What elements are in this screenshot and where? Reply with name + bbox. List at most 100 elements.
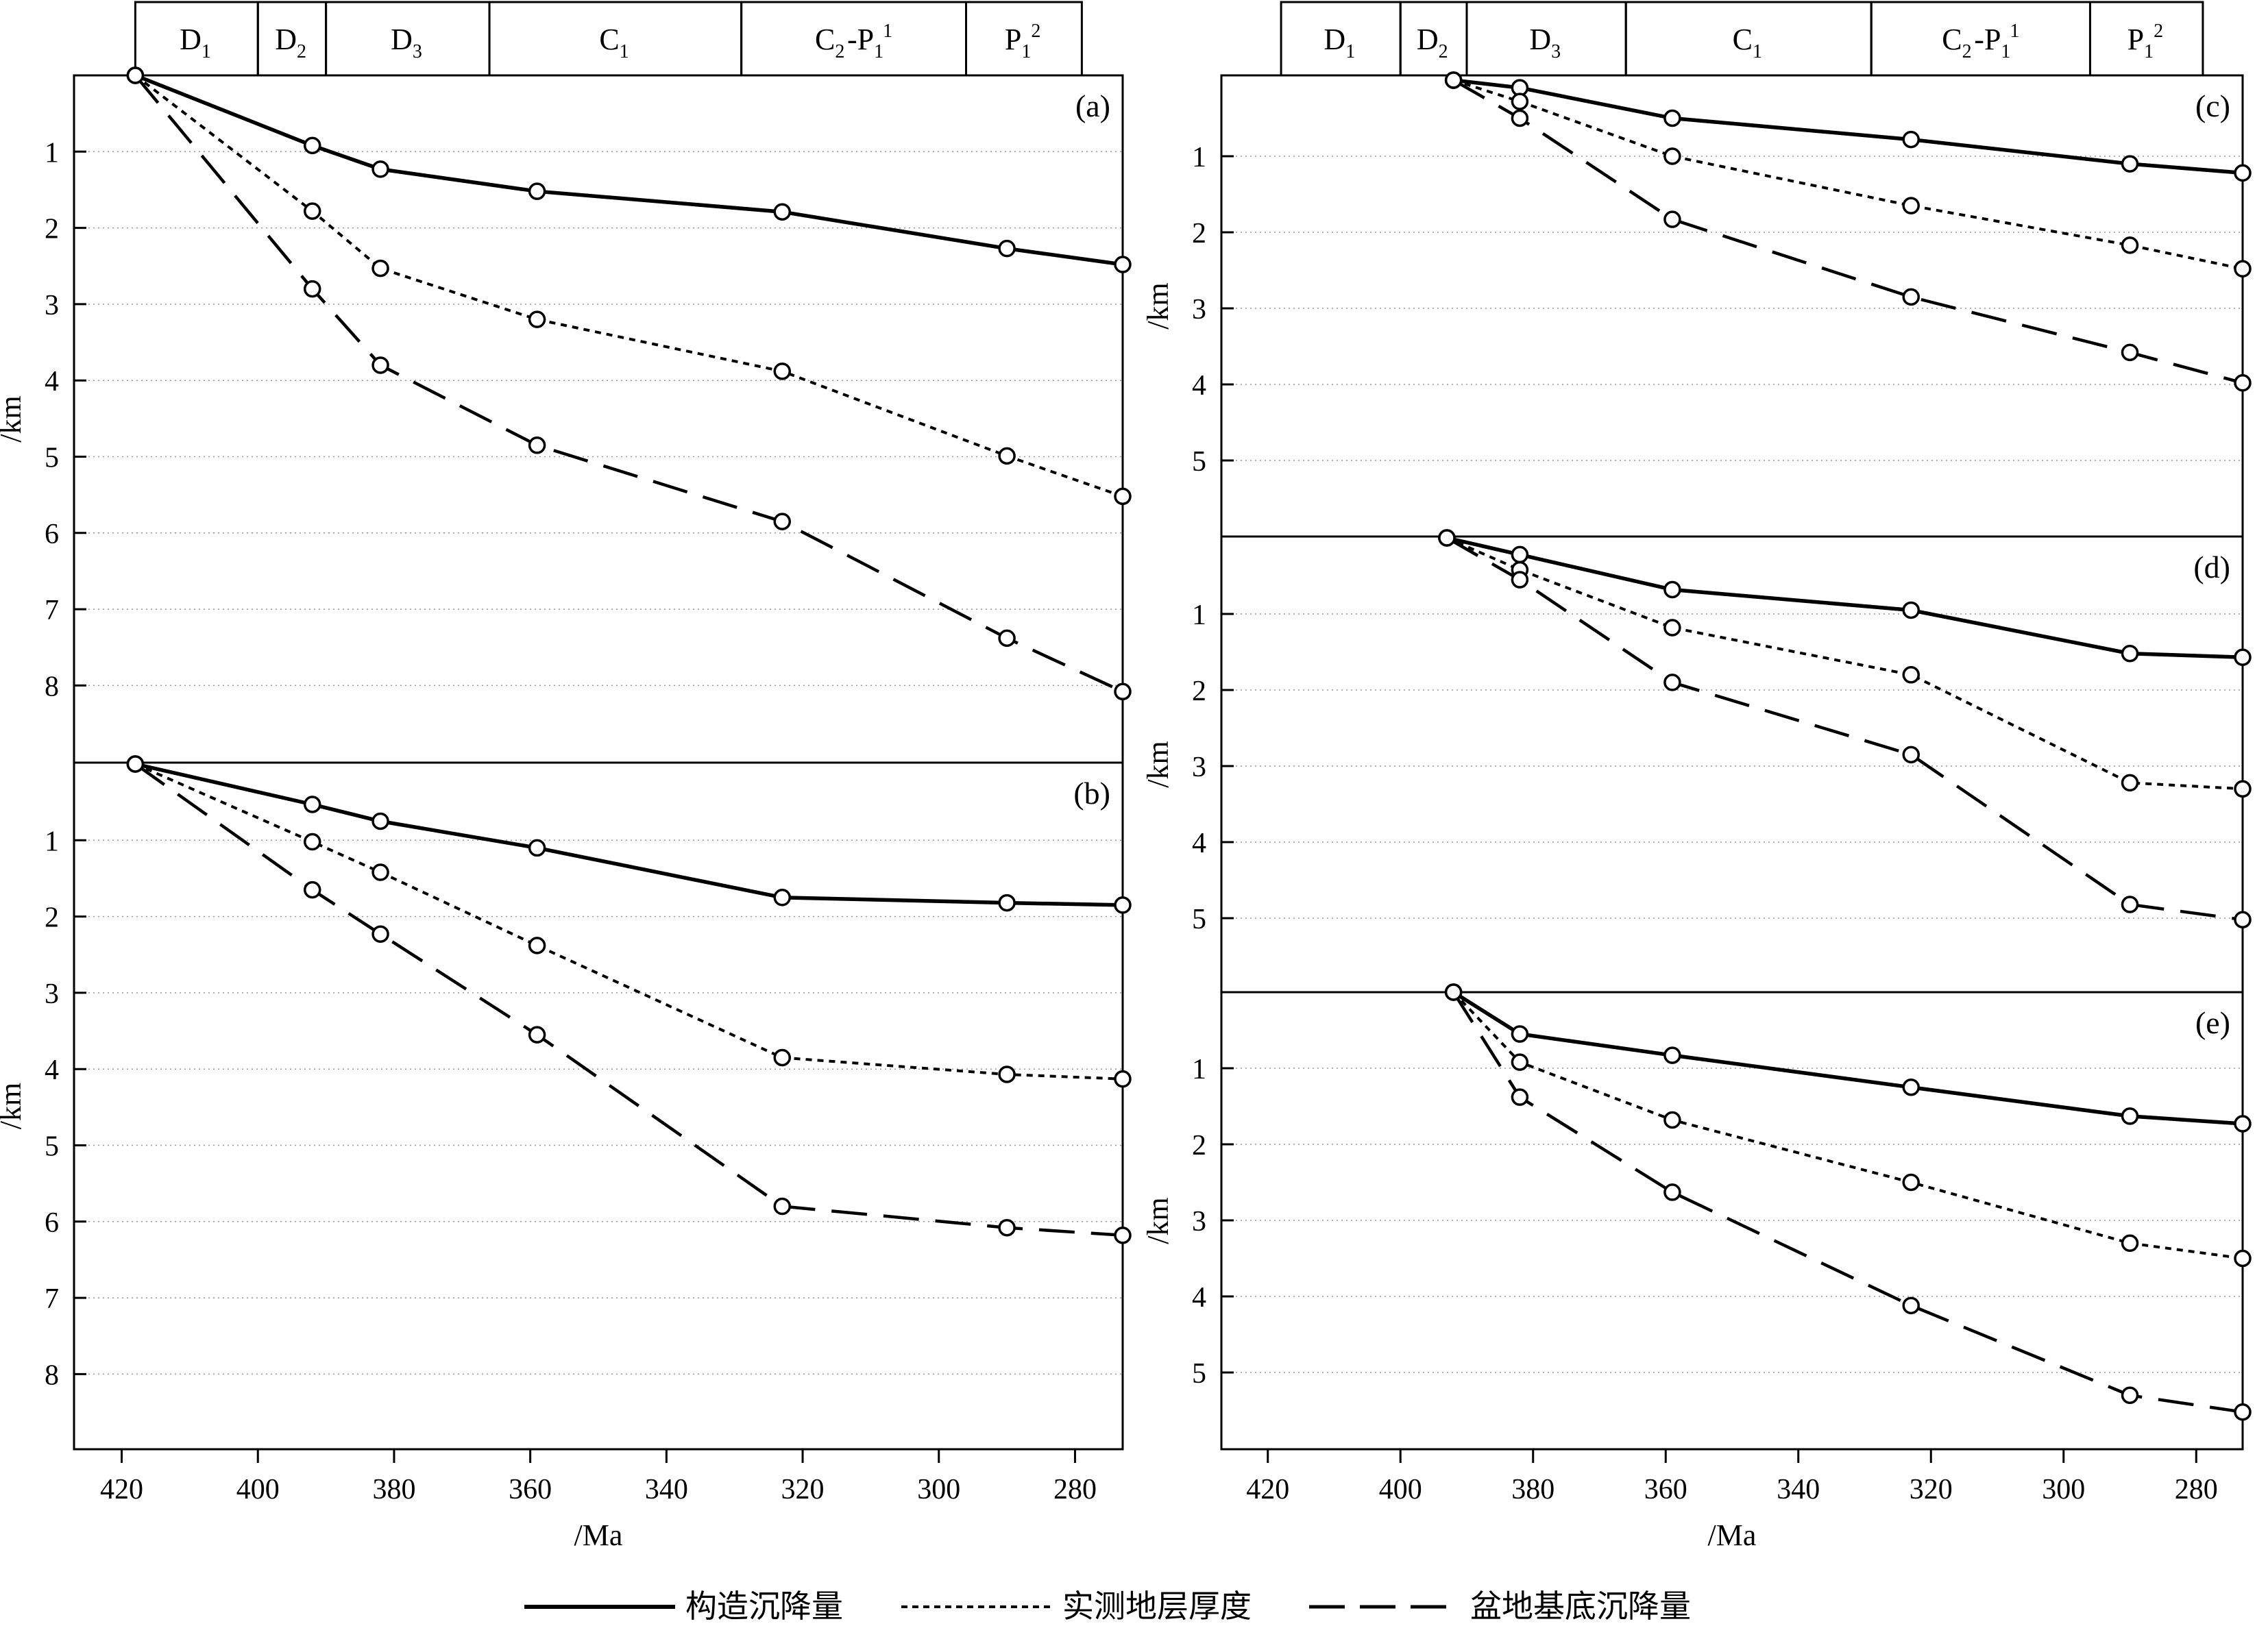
data-point: [528, 436, 546, 454]
strat-label-part: 2: [2154, 21, 2163, 42]
data-point: [303, 833, 321, 851]
data-point: [1511, 1053, 1529, 1071]
y-tick-label: 4: [1192, 1282, 1206, 1314]
data-point: [1114, 1070, 1132, 1088]
series-line-2: [134, 74, 1123, 498]
data-point: [2234, 1249, 2252, 1268]
y-tick-label: 1: [1192, 142, 1206, 173]
data-point: [2234, 1115, 2252, 1133]
data-point: [2234, 1403, 2252, 1421]
x-tick-label: 280: [2175, 1474, 2218, 1505]
data-point: [998, 1218, 1016, 1237]
data-point: [371, 925, 389, 943]
strat-label-part: 1: [1753, 41, 1762, 62]
x-tick-label: 420: [1246, 1474, 1289, 1505]
strat-label-part: 3: [1551, 41, 1561, 62]
data-point: [998, 1065, 1016, 1083]
data-point: [126, 755, 145, 773]
data-point: [528, 182, 546, 200]
plot-frame: [73, 74, 1124, 764]
data-point: [1663, 147, 1681, 165]
data-point: [1511, 93, 1529, 110]
strat-label-part: C: [1942, 23, 1962, 56]
data-point: [1114, 682, 1132, 701]
x-tick-label: 320: [781, 1474, 825, 1505]
data-point: [303, 280, 321, 298]
strat-label-part: C: [1733, 23, 1753, 56]
data-point: [1902, 746, 1920, 764]
y-tick-label: 5: [1192, 904, 1206, 935]
strat-label-part: [2163, 23, 2166, 56]
strat-label-part: 1: [874, 41, 883, 62]
strat-header-left: D1 D2 D3 C1 C2 -P11 P12: [134, 1, 1083, 77]
y-tick-label: 8: [45, 1359, 59, 1391]
data-point: [371, 863, 389, 881]
x-tick-label: 280: [1053, 1474, 1097, 1505]
strat-label: P12: [2127, 21, 2166, 62]
strat-label-part: D: [275, 23, 297, 56]
strat-label-part: 2: [1439, 41, 1448, 62]
strat-label-part: 1: [883, 21, 892, 42]
legend-dotted-label: 实测地层厚度: [1062, 1589, 1252, 1624]
data-point: [126, 66, 145, 84]
strat-label-part: 1: [1345, 41, 1355, 62]
y-tick-label: 1: [1192, 1054, 1206, 1085]
series-line-3: [134, 763, 1123, 1237]
y-tick-label: 1: [45, 826, 59, 857]
strat-label: D2: [275, 23, 308, 62]
strat-label: D3: [391, 23, 424, 62]
data-point: [528, 1026, 546, 1044]
panel-d: 1 2 3 4 5/km (d): [1141, 529, 2252, 994]
y-tick-label: 8: [45, 671, 59, 702]
data-point: [303, 202, 321, 220]
data-point: [528, 839, 546, 857]
series-line-1: [1446, 536, 2243, 660]
data-point: [1438, 529, 1456, 547]
y-tick-label: 5: [1192, 446, 1206, 478]
data-point: [998, 894, 1016, 912]
x-tick-label: 380: [1511, 1474, 1554, 1505]
data-point: [2234, 374, 2252, 392]
data-point: [1444, 71, 1463, 89]
strat-label: D1: [1324, 23, 1357, 62]
y-tick-label: 5: [45, 443, 59, 474]
strat-label-part: P: [2127, 23, 2144, 56]
data-point: [1663, 619, 1681, 637]
data-point: [1663, 1183, 1681, 1201]
data-point: [1444, 983, 1463, 1001]
series-line-1: [1452, 990, 2243, 1126]
strat-label-part: [211, 23, 214, 56]
strat-label: C1: [1733, 23, 1765, 62]
strat-label-part: D: [180, 23, 202, 56]
x-tick-label: 400: [236, 1474, 280, 1505]
y-tick-label: 2: [45, 214, 59, 245]
data-point: [998, 239, 1016, 258]
data-point: [1114, 487, 1132, 506]
legend-solid-label: 构造沉降量: [685, 1589, 843, 1624]
series-line-1: [134, 762, 1123, 907]
strat-label-part: 2: [1031, 21, 1040, 42]
strat-label-part: 1: [2001, 41, 2010, 62]
y-tick-label: 3: [45, 978, 59, 1010]
y-axis-label: /km: [1141, 282, 1175, 329]
data-point: [2121, 343, 2139, 362]
y-tick-label: 3: [45, 290, 59, 321]
strat-label-part: D: [391, 23, 413, 56]
y-tick-label: 6: [45, 1207, 59, 1239]
y-tick-label: 4: [45, 366, 59, 397]
data-point: [303, 796, 321, 813]
strat-label-part: 1: [2144, 41, 2154, 62]
plot-frame: [1220, 535, 2244, 994]
y-tick-label: 5: [45, 1131, 59, 1163]
y-tick-label: 4: [1192, 370, 1206, 402]
data-point: [2234, 648, 2252, 667]
plot-frame: [73, 761, 1124, 1451]
y-tick-label: 4: [1192, 828, 1206, 859]
data-point: [2121, 1386, 2139, 1405]
strat-label: D3: [1529, 23, 1563, 62]
strat-label-part: [1762, 23, 1765, 56]
data-point: [1511, 545, 1529, 564]
strat-label: C2 -P11: [815, 21, 892, 62]
y-tick-label: 1: [45, 137, 59, 169]
panel-c: 1 2 3 4 5/km (c): [1141, 71, 2252, 538]
